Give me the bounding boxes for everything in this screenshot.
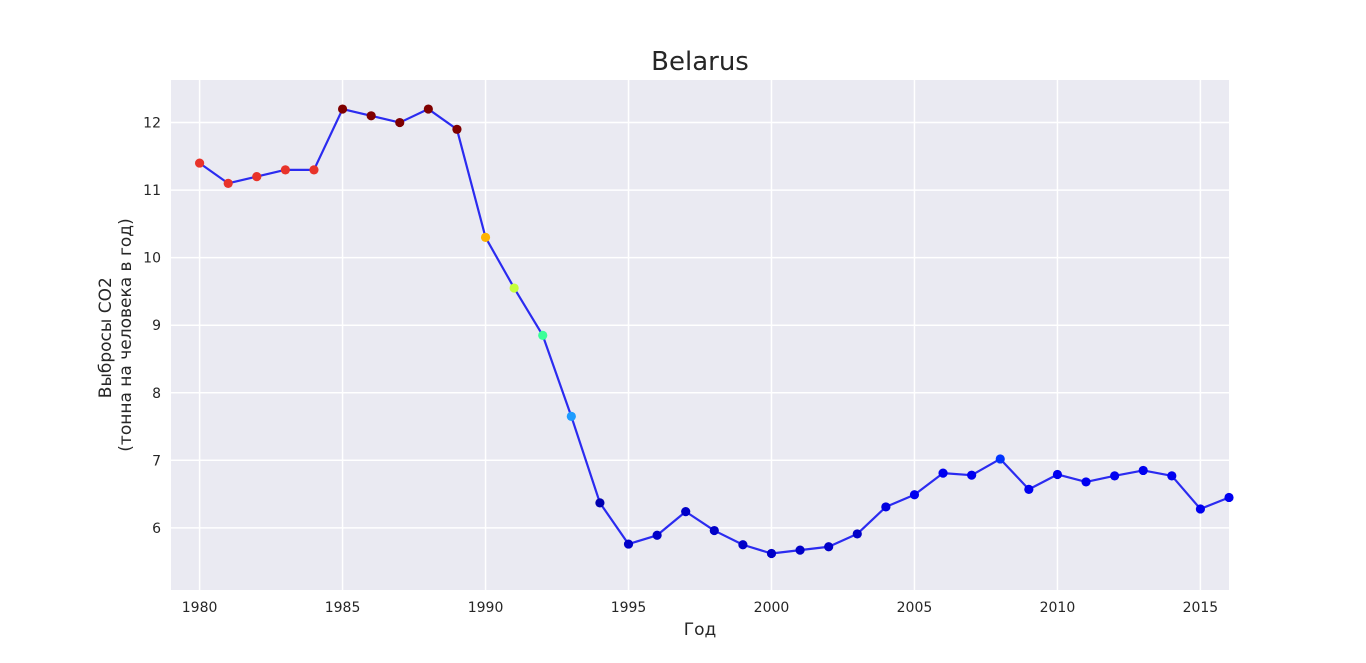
data-points [194, 104, 1234, 559]
x-axis-ticks: 1980 1985 1990 1995 2000 2005 2010 2015 [182, 600, 1218, 616]
x-tick-label: 1980 [182, 600, 218, 616]
data-point [480, 232, 491, 242]
x-tick-label: 2010 [1040, 600, 1076, 616]
data-point [1138, 465, 1148, 476]
data-point [423, 104, 433, 114]
data-point [252, 171, 262, 182]
x-axis-label: Год [684, 620, 717, 640]
data-point [881, 502, 891, 512]
data-point [652, 530, 662, 540]
data-point [309, 165, 319, 175]
data-point [566, 411, 576, 421]
data-point [795, 545, 805, 555]
y-axis-ticks: 6 7 8 9 10 11 12 [143, 116, 161, 537]
y-axis-label: Выбросы CO2 (тонна на человека в год) [96, 218, 136, 451]
x-tick-label: 2000 [754, 600, 790, 616]
data-point [280, 165, 290, 175]
data-point [194, 158, 205, 168]
data-point [709, 525, 719, 536]
x-tick-label: 1990 [468, 600, 504, 616]
y-axis-label-line-1: Выбросы CO2 [96, 277, 116, 398]
y-tick-label: 8 [152, 386, 161, 402]
x-tick-label: 1985 [325, 600, 361, 616]
data-point [1110, 471, 1120, 481]
y-tick-label: 6 [152, 521, 161, 537]
data-point [1024, 484, 1034, 494]
x-tick-label: 2015 [1183, 600, 1219, 616]
data-point [1052, 469, 1063, 480]
data-point [223, 178, 233, 188]
data-point [938, 468, 948, 478]
data-point [538, 330, 548, 340]
data-point [1224, 492, 1234, 503]
y-tick-label: 7 [152, 453, 161, 469]
plot-area [171, 80, 1229, 590]
y-axis-label-line-2: (тонна на человека в год) [116, 218, 136, 451]
chart-title: Belarus [651, 47, 749, 77]
data-point [1195, 504, 1206, 514]
data-point [595, 498, 605, 508]
data-point [1081, 477, 1091, 487]
data-point [452, 124, 462, 134]
data-point [967, 470, 977, 480]
data-point [623, 539, 634, 549]
data-point [824, 542, 834, 552]
data-point [337, 104, 348, 114]
data-point [395, 117, 405, 128]
grid [171, 80, 1229, 590]
y-tick-label: 11 [143, 183, 161, 199]
data-point [852, 529, 862, 539]
x-tick-label: 1995 [611, 600, 647, 616]
data-point [995, 454, 1005, 464]
data-point [909, 490, 920, 500]
y-tick-label: 12 [143, 116, 161, 132]
x-tick-label: 2005 [897, 600, 933, 616]
data-point [366, 111, 376, 121]
data-point [681, 507, 691, 517]
data-point [509, 283, 519, 293]
data-point [1167, 471, 1177, 481]
y-tick-label: 9 [152, 318, 161, 334]
data-point [738, 540, 748, 550]
y-tick-label: 10 [143, 251, 161, 267]
data-point [766, 548, 777, 559]
